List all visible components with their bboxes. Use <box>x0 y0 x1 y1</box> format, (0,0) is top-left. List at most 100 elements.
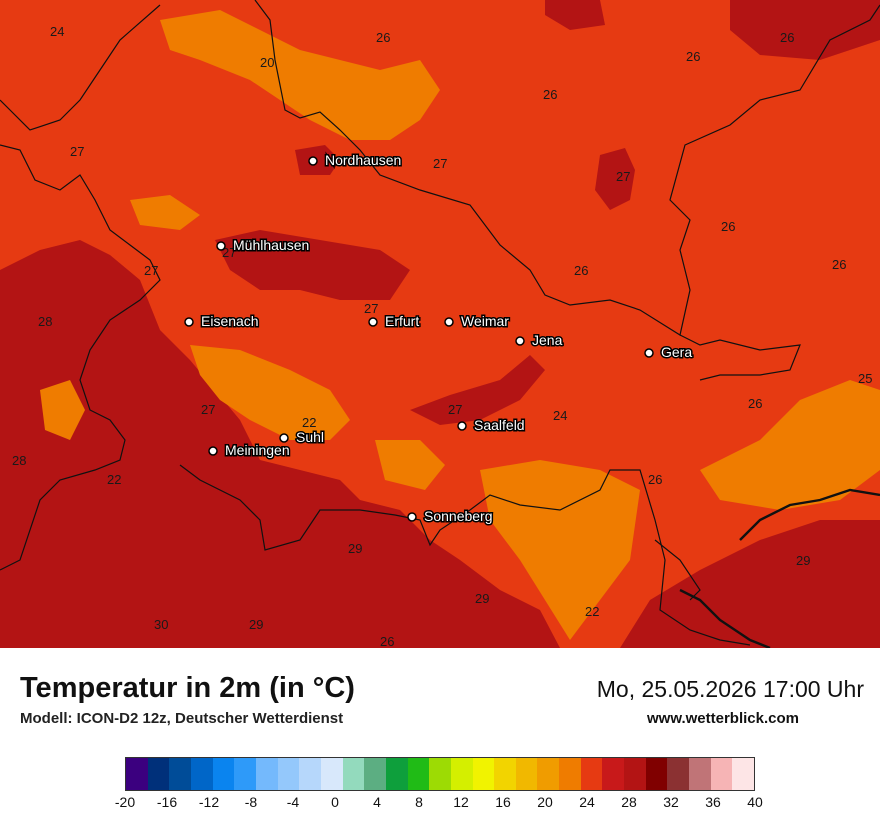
city-dot <box>644 348 654 358</box>
state-borders <box>0 0 880 648</box>
legend-swatch <box>624 758 646 790</box>
value-label: 27 <box>616 169 630 184</box>
city-label: Nordhausen <box>325 152 401 168</box>
city-nordhausen[interactable]: Nordhausen <box>308 151 403 170</box>
cool-region-center <box>190 345 350 440</box>
legend-swatch <box>515 758 538 790</box>
value-label: 24 <box>553 408 567 423</box>
legend-tick-label: 0 <box>331 794 339 810</box>
value-label: 29 <box>475 591 489 606</box>
hot-region-west <box>0 240 560 648</box>
legend-tick-label: -4 <box>286 794 300 810</box>
value-label: 27 <box>433 156 447 171</box>
value-label: 28 <box>38 314 52 329</box>
legend-swatch <box>320 758 343 790</box>
value-label: 26 <box>574 263 588 278</box>
forecast-datetime: Mo, 25.05.2026 17:00 Uhr <box>596 676 864 702</box>
city-jena[interactable]: Jena <box>515 331 564 350</box>
city-dot <box>407 512 417 522</box>
legend-swatch <box>255 758 278 790</box>
city-sonneberg[interactable]: Sonneberg <box>407 507 494 526</box>
hot-spot-central <box>215 230 410 300</box>
hot-region-ne2 <box>730 0 880 60</box>
legend-swatch <box>667 758 690 790</box>
legend-swatch <box>190 758 213 790</box>
legend-tick-label: 16 <box>495 794 511 810</box>
website-link[interactable]: www.wetterblick.com <box>647 710 799 727</box>
city-dot <box>308 156 318 166</box>
legend-tick-label: -8 <box>244 794 258 810</box>
value-label: 27 <box>70 144 84 159</box>
city-dot <box>184 317 194 327</box>
hot-region-ne <box>545 0 605 30</box>
value-label: 30 <box>154 617 168 632</box>
legend-swatch <box>732 758 755 790</box>
city-markers: Nordhausen Mühlhausen Eisenach Erfurt We… <box>184 151 694 526</box>
value-label: 20 <box>260 55 274 70</box>
city-dot <box>457 421 467 431</box>
city-dot <box>368 317 378 327</box>
legend-tick-label: 32 <box>663 794 679 810</box>
city-saalfeld[interactable]: Saalfeld <box>457 416 526 435</box>
color-legend-bar <box>125 757 755 791</box>
value-label: 26 <box>686 49 700 64</box>
city-meiningen[interactable]: Meiningen <box>208 441 291 460</box>
value-labels: 24 26 26 20 26 26 27 27 27 26 26 27 27 2… <box>12 24 872 648</box>
legend-swatch <box>234 758 256 790</box>
legend-swatch <box>277 758 300 790</box>
legend-swatch <box>407 758 430 790</box>
value-label: 29 <box>796 553 810 568</box>
city-label: Eisenach <box>201 313 259 329</box>
city-weimar[interactable]: Weimar <box>444 312 511 331</box>
value-label: 27 <box>144 263 158 278</box>
legend-swatch <box>689 758 711 790</box>
legend-tick-label: 20 <box>537 794 553 810</box>
value-label: 26 <box>748 396 762 411</box>
value-label: 29 <box>249 617 263 632</box>
city-gera[interactable]: Gera <box>644 343 694 362</box>
value-label: 26 <box>832 257 846 272</box>
legend-swatch <box>450 758 473 790</box>
value-label: 26 <box>780 30 794 45</box>
legend-swatch <box>169 758 191 790</box>
cool-spot-sw <box>40 380 85 440</box>
legend-tick-label: 12 <box>453 794 469 810</box>
value-label: 26 <box>648 472 662 487</box>
cool-region-north <box>160 10 440 140</box>
legend-swatch <box>494 758 516 790</box>
city-erfurt[interactable]: Erfurt <box>368 312 421 331</box>
legend-swatch <box>364 758 386 790</box>
city-label: Mühlhausen <box>233 237 309 253</box>
legend-tick-label: 8 <box>415 794 423 810</box>
cool-spot-mid <box>375 440 445 490</box>
city-label: Sonneberg <box>424 508 493 524</box>
legend-tick-label: 40 <box>747 794 763 810</box>
value-label: 27 <box>201 402 215 417</box>
value-label: 27 <box>222 245 236 260</box>
city-label: Saalfeld <box>474 417 525 433</box>
legend-tick-label: 36 <box>705 794 721 810</box>
map-canvas: 24 26 26 20 26 26 27 27 27 26 26 27 27 2… <box>0 0 880 648</box>
city-label: Weimar <box>461 313 509 329</box>
city-muehlhausen[interactable]: Mühlhausen <box>216 236 311 255</box>
legend-swatch <box>429 758 451 790</box>
city-dot <box>216 241 226 251</box>
legend-tick-label: 28 <box>621 794 637 810</box>
value-label: 26 <box>376 30 390 45</box>
city-suhl[interactable]: Suhl <box>279 428 326 447</box>
legend-swatch <box>299 758 321 790</box>
value-label: 25 <box>858 371 872 386</box>
value-label: 27 <box>364 301 378 316</box>
hot-region-south <box>620 520 880 648</box>
map-title: Temperatur in 2m (in °C) <box>20 672 355 704</box>
value-label: 28 <box>12 453 26 468</box>
city-dot <box>515 336 525 346</box>
legend-swatch <box>537 758 560 790</box>
value-label: 24 <box>50 24 64 39</box>
city-dot <box>444 317 454 327</box>
legend-swatch <box>342 758 365 790</box>
legend-tick-label: 24 <box>579 794 595 810</box>
city-eisenach[interactable]: Eisenach <box>184 312 260 331</box>
city-label: Gera <box>661 344 692 360</box>
value-label: 29 <box>348 541 362 556</box>
